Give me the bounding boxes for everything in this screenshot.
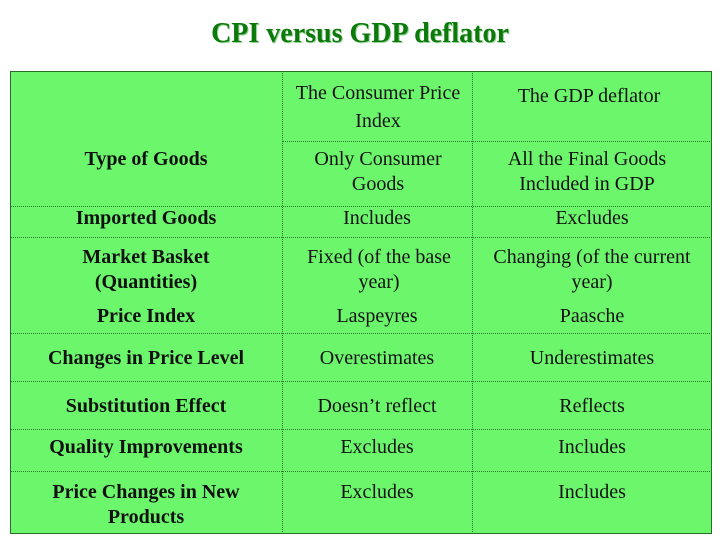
row-divider: [282, 141, 712, 142]
column-header-gdp: The GDP deflator: [517, 85, 661, 107]
row-divider: [10, 471, 712, 472]
gdp-cell: Underestimates: [529, 347, 655, 369]
cpi-cell: Excludes: [340, 436, 414, 458]
cpi-cell: Fixed (of the base year): [307, 246, 451, 293]
gdp-cell: Excludes: [555, 207, 629, 229]
cpi-cell: Overestimates: [319, 347, 435, 369]
cpi-cell: Only Consumer Goods: [314, 148, 442, 195]
page-title: CPI versus GDP deflator: [211, 18, 509, 49]
column-divider: [472, 71, 473, 534]
row-divider: [10, 429, 712, 430]
row-divider: [10, 206, 712, 207]
row-label: Type of Goods: [84, 148, 208, 170]
row-label: Changes in Price Level: [47, 347, 245, 369]
cpi-cell: Doesn’t reflect: [317, 395, 437, 417]
row-label: Market Basket (Quantities): [82, 246, 210, 293]
comparison-table: The Consumer Price Index The GDP deflato…: [10, 71, 712, 534]
cpi-cell: Includes: [343, 207, 411, 229]
row-label: Quality Improvements: [49, 436, 243, 458]
row-label: Price Index: [96, 305, 196, 327]
cpi-cell: Laspeyres: [336, 305, 418, 327]
row-label: Price Changes in New Products: [52, 481, 240, 528]
row-divider: [10, 333, 712, 334]
cpi-cell: Excludes: [340, 481, 414, 503]
gdp-cell: Paasche: [559, 305, 625, 327]
row-label: Substitution Effect: [65, 395, 227, 417]
gdp-cell: Includes: [558, 481, 626, 503]
gdp-cell: Includes: [558, 436, 626, 458]
gdp-cell: Reflects: [559, 395, 625, 417]
row-divider: [10, 237, 712, 238]
column-divider: [282, 71, 283, 534]
gdp-cell: Changing (of the current year): [493, 246, 691, 293]
row-divider: [10, 381, 712, 382]
gdp-cell: All the Final Goods Included in GDP: [507, 148, 667, 195]
row-label: Imported Goods: [75, 207, 217, 229]
column-header-cpi: The Consumer Price Index: [295, 82, 461, 132]
